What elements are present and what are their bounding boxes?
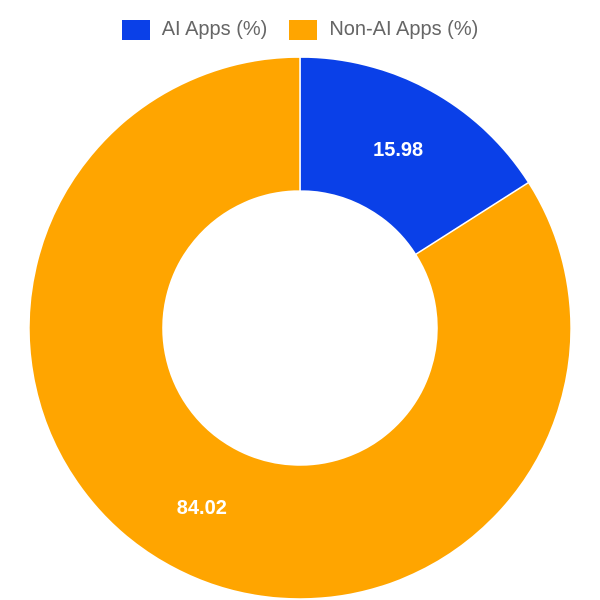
slice-1[interactable] — [28, 56, 572, 600]
legend-label: AI Apps (%) — [161, 18, 268, 40]
legend-swatch — [289, 19, 318, 40]
data-label-1: 84.02 — [177, 497, 227, 519]
legend: AI Apps (%) Non-AI Apps (%) — [0, 18, 600, 41]
legend-swatch — [121, 19, 150, 40]
legend-item-ai-apps[interactable]: AI Apps (%) — [121, 18, 268, 41]
legend-item-non-ai-apps[interactable]: Non-AI Apps (%) — [289, 18, 478, 41]
data-label-0: 15.98 — [373, 139, 423, 161]
legend-label: Non-AI Apps (%) — [329, 18, 479, 40]
slice-0[interactable] — [299, 56, 530, 256]
